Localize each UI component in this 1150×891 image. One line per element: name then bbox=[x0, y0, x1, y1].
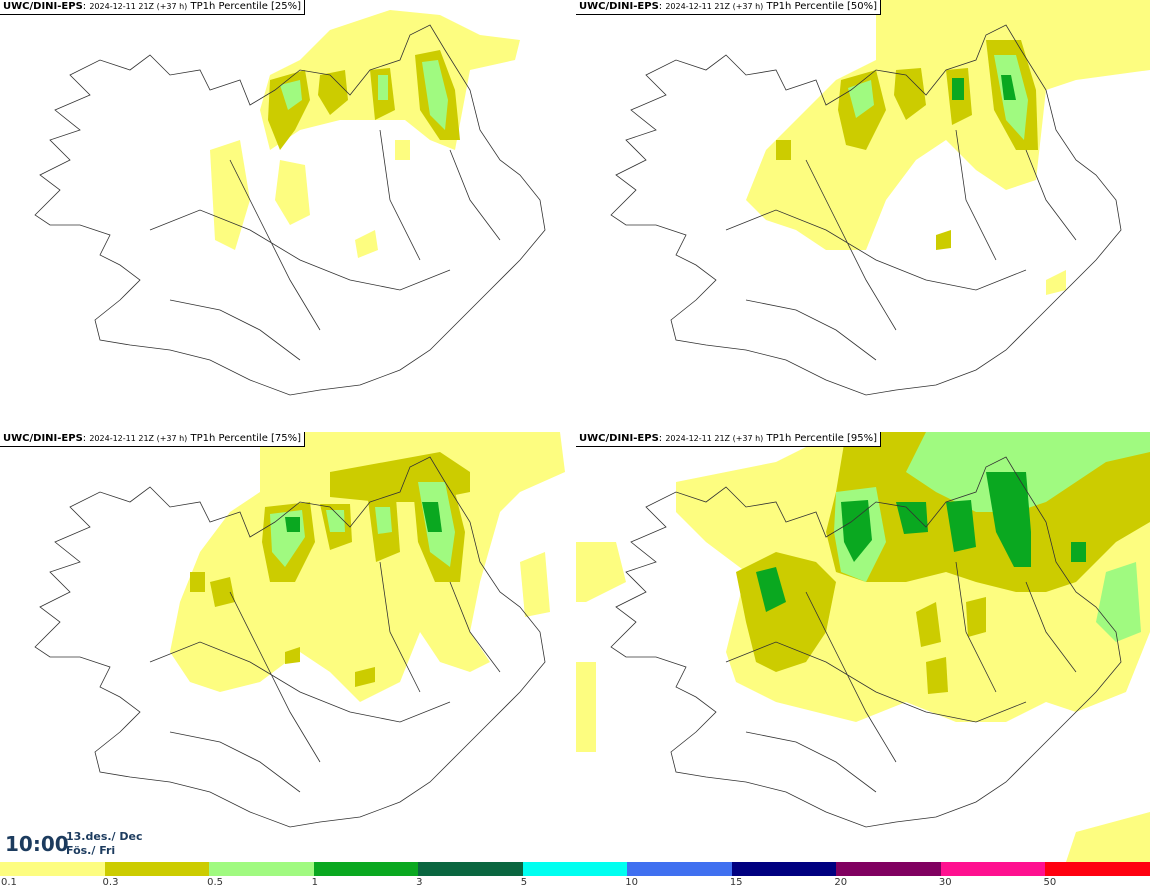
legend-swatch bbox=[0, 862, 105, 876]
legend-label: 20 bbox=[834, 877, 848, 888]
legend-swatch bbox=[731, 862, 837, 876]
legend-label: 5 bbox=[520, 877, 528, 888]
panel-title: UWC/DINI-EPS: 2024-12-11 21Z (+37 h) TP1… bbox=[576, 432, 882, 447]
map-panel-p50: UWC/DINI-EPS: 2024-12-11 21Z (+37 h) TP1… bbox=[576, 0, 1150, 430]
map-panel-p25: UWC/DINI-EPS: 2024-12-11 21Z (+37 h) TP1… bbox=[0, 0, 574, 430]
legend-label: 15 bbox=[729, 877, 743, 888]
legend-swatch bbox=[104, 862, 210, 876]
date-line: 13.des./ Dec bbox=[66, 830, 143, 843]
map-panel-p75: UWC/DINI-EPS: 2024-12-11 21Z (+37 h) TP1… bbox=[0, 432, 574, 862]
legend-swatch bbox=[418, 862, 523, 876]
panel-title: UWC/DINI-EPS: 2024-12-11 21Z (+37 h) TP1… bbox=[576, 0, 882, 15]
precip-shading bbox=[210, 10, 520, 258]
legend-label: 50 bbox=[1043, 877, 1057, 888]
valid-time-box: 10:00 13.des./ Dec Fös./ Fri bbox=[0, 826, 145, 862]
legend-swatch bbox=[313, 862, 419, 876]
legend-label: 1 bbox=[311, 877, 318, 888]
legend-label: 30 bbox=[938, 877, 952, 888]
legend-label: 10 bbox=[625, 877, 638, 888]
coastline bbox=[610, 24, 1122, 396]
legend-swatch bbox=[940, 862, 1046, 876]
legend-swatch bbox=[522, 862, 628, 876]
precip-shading bbox=[576, 432, 1150, 862]
color-legend bbox=[0, 862, 1150, 876]
legend-swatch bbox=[627, 862, 732, 876]
coastline bbox=[34, 24, 546, 396]
legend-label: 0.5 bbox=[207, 877, 223, 888]
coastline bbox=[610, 456, 1122, 828]
valid-time: 10:00 bbox=[5, 832, 69, 856]
legend-labels: 0.1 0.3 0.5 1 3 5 10 15 20 30 50 bbox=[0, 877, 1150, 889]
map-panel-p95: UWC/DINI-EPS: 2024-12-11 21Z (+37 h) TP1… bbox=[576, 432, 1150, 862]
valid-date: 13.des./ Dec Fös./ Fri bbox=[66, 830, 143, 858]
legend-label: 0.1 bbox=[1, 877, 17, 888]
precip-map-p95 bbox=[576, 432, 1150, 862]
panel-title: UWC/DINI-EPS: 2024-12-11 21Z (+37 h) TP1… bbox=[0, 432, 306, 447]
precip-shading bbox=[170, 432, 565, 702]
legend-swatch bbox=[836, 862, 941, 876]
legend-swatch bbox=[209, 862, 314, 876]
legend-label: 0.3 bbox=[102, 877, 119, 888]
coastline bbox=[34, 456, 546, 828]
panel-title: UWC/DINI-EPS: 2024-12-11 21Z (+37 h) TP1… bbox=[0, 0, 306, 15]
precip-map-p50 bbox=[610, 0, 1150, 396]
precip-map-p25 bbox=[34, 10, 546, 396]
legend-swatch bbox=[1045, 862, 1150, 876]
legend-label: 3 bbox=[416, 877, 423, 888]
day-line: Fös./ Fri bbox=[66, 844, 116, 857]
precip-map-p75 bbox=[34, 432, 565, 828]
precip-shading bbox=[746, 0, 1150, 295]
